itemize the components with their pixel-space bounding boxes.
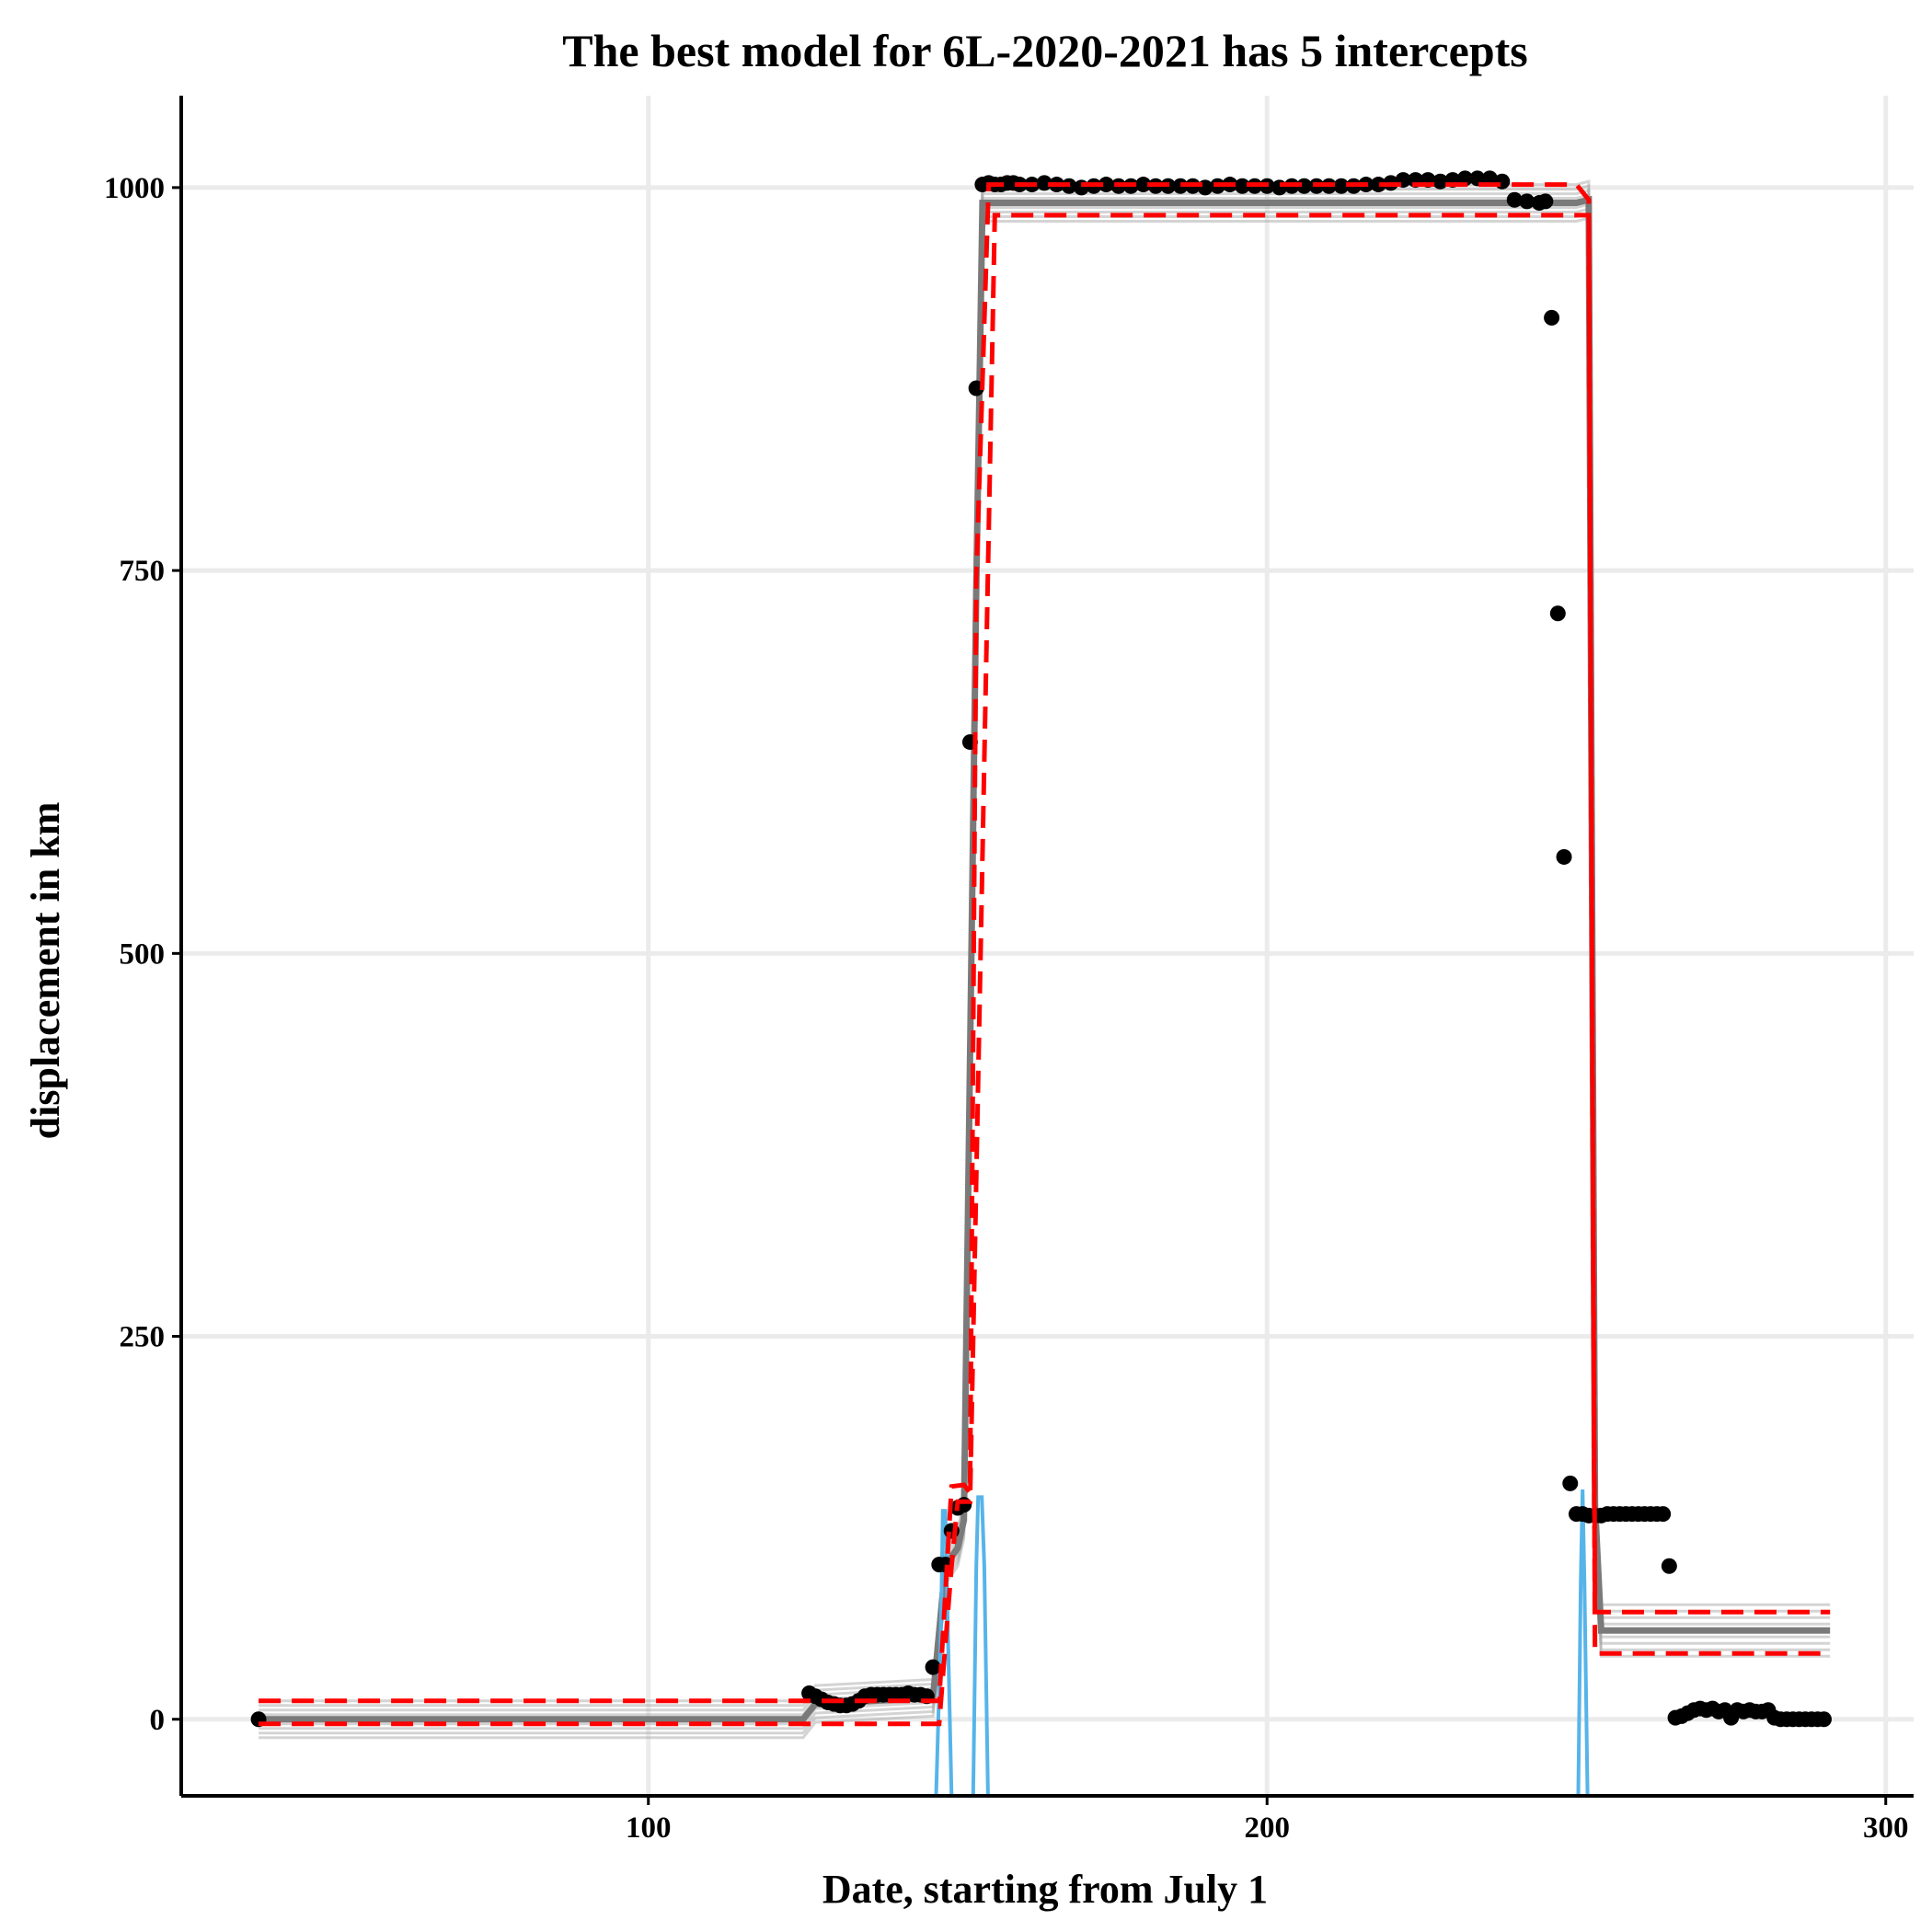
- data-point-46: [1135, 177, 1152, 193]
- data-point-98: [1655, 1506, 1672, 1523]
- x-axis-title: Date, starting from July 1: [822, 1867, 1268, 1912]
- data-point-80: [1544, 309, 1560, 326]
- y-tick-label-1000: 1000: [104, 172, 165, 205]
- y-tick-label-0: 0: [150, 1704, 166, 1737]
- changepoint-density-3: [1576, 1489, 1590, 1797]
- data-point-83: [1562, 1475, 1579, 1491]
- data-point-99: [1661, 1558, 1677, 1574]
- best-fit-lower-bound: [259, 213, 1831, 1727]
- data-point-82: [1556, 848, 1572, 865]
- axes-layer: [179, 96, 1914, 1798]
- y-tick-label-500: 500: [120, 937, 166, 971]
- data-point-76: [1506, 191, 1523, 208]
- data-point-38: [1036, 175, 1052, 191]
- changepoint-density-layer: [934, 1489, 1590, 1797]
- y-tick-label-750: 750: [120, 555, 166, 588]
- data-point-77: [1519, 193, 1535, 210]
- data-point-62: [1333, 178, 1350, 194]
- changepoint-density-1: [934, 1509, 954, 1797]
- data-point-22: [925, 1659, 941, 1675]
- changepoint-density-2: [971, 1495, 990, 1797]
- y-axis-title: displacement in km: [23, 802, 68, 1140]
- best-fit-upper-bound: [259, 182, 1831, 1704]
- data-point-75: [1494, 173, 1511, 190]
- x-tick-label-100: 100: [626, 1811, 672, 1845]
- x-tick-label-200: 200: [1244, 1811, 1290, 1845]
- data-point-79: [1537, 193, 1554, 210]
- tick-labels-layer: 0 250 500 750 1000 100 200 300: [104, 172, 1908, 1845]
- x-tick-label-300: 300: [1863, 1811, 1909, 1845]
- data-point-65: [1370, 177, 1386, 193]
- y-tick-label-250: 250: [120, 1321, 166, 1354]
- data-point-70: [1432, 173, 1449, 190]
- best-fit-layer: [259, 182, 1831, 1727]
- chart-title: The best model for 6L-2020-2021 has 5 in…: [562, 25, 1528, 76]
- data-point-43: [1098, 177, 1114, 193]
- data-point-59: [1296, 178, 1313, 194]
- data-point-49: [1172, 178, 1189, 194]
- data-point-81: [1549, 605, 1566, 622]
- data-point-54: [1234, 178, 1250, 194]
- data-point-124: [1815, 1711, 1832, 1728]
